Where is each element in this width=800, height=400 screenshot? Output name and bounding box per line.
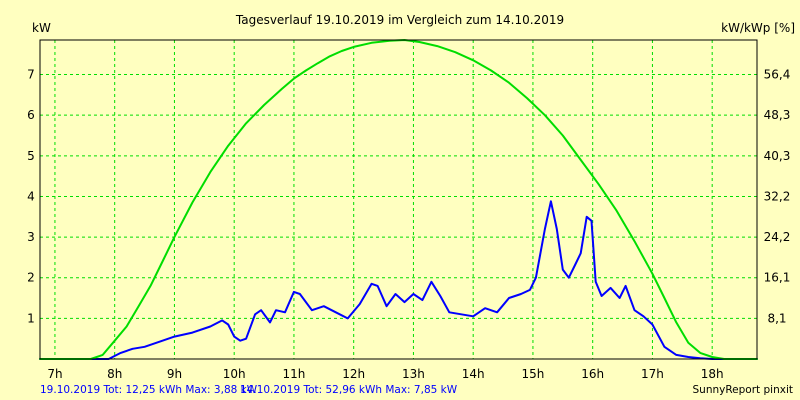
footer-series-2-summary: 14.10.2019 Tot: 52,96 kWh Max: 7,85 kW <box>240 384 458 396</box>
plot-area <box>40 40 757 359</box>
x-tick-label: 13h <box>402 367 425 381</box>
y-tick-label-right: 24,2 <box>764 230 791 244</box>
y-tick-label-right: 16,1 <box>764 271 791 285</box>
y-tick-label-left: 7 <box>27 68 35 82</box>
y-tick-label-right: 56,4 <box>764 68 791 82</box>
chart-title: Tagesverlauf 19.10.2019 im Vergleich zum… <box>235 13 564 27</box>
x-tick-label: 15h <box>522 367 545 381</box>
x-tick-label: 16h <box>581 367 604 381</box>
y-tick-label-left: 1 <box>27 311 35 325</box>
y-tick-label-left: 6 <box>27 108 35 122</box>
x-tick-label: 18h <box>701 367 724 381</box>
tick-labels: 7h 8h 9h 10h 11h 12h 13h 14h 15h 16h 17h 18h 1 8,1 2 16… <box>27 68 790 381</box>
series-line-19-10-2019 <box>39 200 758 360</box>
y-tick-label-left: 5 <box>27 149 35 163</box>
plot-frame <box>39 39 758 360</box>
y-tick-label-left: 4 <box>27 189 35 203</box>
y-axis-left-label: kW <box>32 21 51 35</box>
x-tick-label: 8h <box>107 367 122 381</box>
x-tick-label: 7h <box>47 367 62 381</box>
series-lines <box>39 39 758 360</box>
x-tick-label: 10h <box>223 367 246 381</box>
x-tick-label: 14h <box>462 367 485 381</box>
y-axis-right-label: kW/kWp [%] <box>721 21 795 35</box>
x-tick-label: 12h <box>342 367 365 381</box>
y-tick-label-right: 40,3 <box>764 149 791 163</box>
grid-lines <box>40 40 757 359</box>
y-tick-label-left: 2 <box>27 271 35 285</box>
plot-border <box>39 39 758 360</box>
footer-credit: SunnyReport pinxit <box>693 384 793 396</box>
footer-series-1-summary: 19.10.2019 Tot: 12,25 kWh Max: 3,88 kW <box>40 384 258 396</box>
x-tick-label: 11h <box>283 367 306 381</box>
x-tick-label: 17h <box>641 367 664 381</box>
x-tick-label: 9h <box>167 367 182 381</box>
y-tick-label-right: 48,3 <box>764 108 791 122</box>
y-tick-label-left: 3 <box>27 230 35 244</box>
y-tick-label-right: 32,2 <box>764 189 791 203</box>
series-line-14-10-2019 <box>39 39 758 360</box>
y-tick-label-right: 8,1 <box>767 311 786 325</box>
